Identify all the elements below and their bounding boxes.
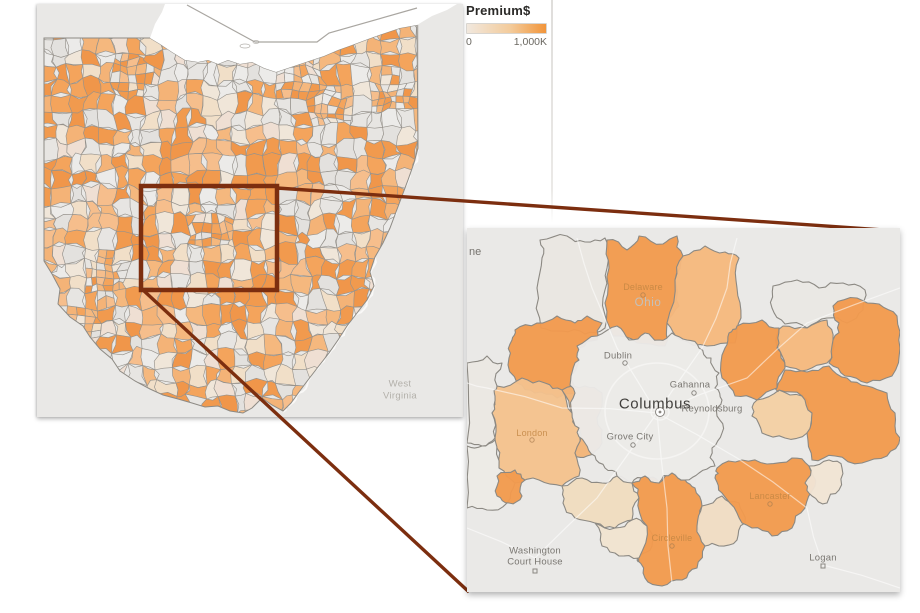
zip-region-bottom-tan	[561, 475, 640, 529]
zip-region-left-pale	[467, 355, 503, 447]
state-choropleth-map[interactable]: West Virginia	[37, 4, 463, 417]
panel-divider	[551, 0, 553, 223]
legend-max-label: 1,000K	[513, 36, 547, 48]
state-map-drawing	[43, 4, 457, 414]
zip-region-columbus-core	[569, 325, 725, 484]
zip-region-se-orange	[775, 365, 900, 465]
zip-region-sw-orange	[494, 469, 526, 505]
legend-gradient-bar[interactable]	[466, 23, 547, 34]
legend-title: Premium$	[466, 3, 531, 18]
zip-mosaic	[44, 25, 418, 413]
zip-region-east-orange	[719, 319, 786, 401]
zip-region-tl-gray	[535, 233, 610, 335]
legend-min-label: 0	[466, 36, 472, 48]
lake-erie	[150, 4, 457, 72]
inset-map-drawing	[467, 233, 900, 589]
zip-region-lancaster	[714, 457, 817, 537]
roads	[467, 237, 900, 589]
inset-choropleth-map[interactable]: ne Delaware Ohio Dublin Gahanna Columbus Reyno…	[467, 228, 900, 592]
lake-boundary-line	[186, 4, 418, 43]
color-legend: Premium$ 0 1,000K	[466, 3, 552, 48]
zip-region-far-right	[828, 296, 900, 384]
zip-region-lanc-east	[804, 459, 844, 505]
town-markers	[529, 292, 826, 574]
zip-region-circ-east	[696, 495, 746, 547]
legend-ticks: 0 1,000K	[466, 36, 547, 48]
